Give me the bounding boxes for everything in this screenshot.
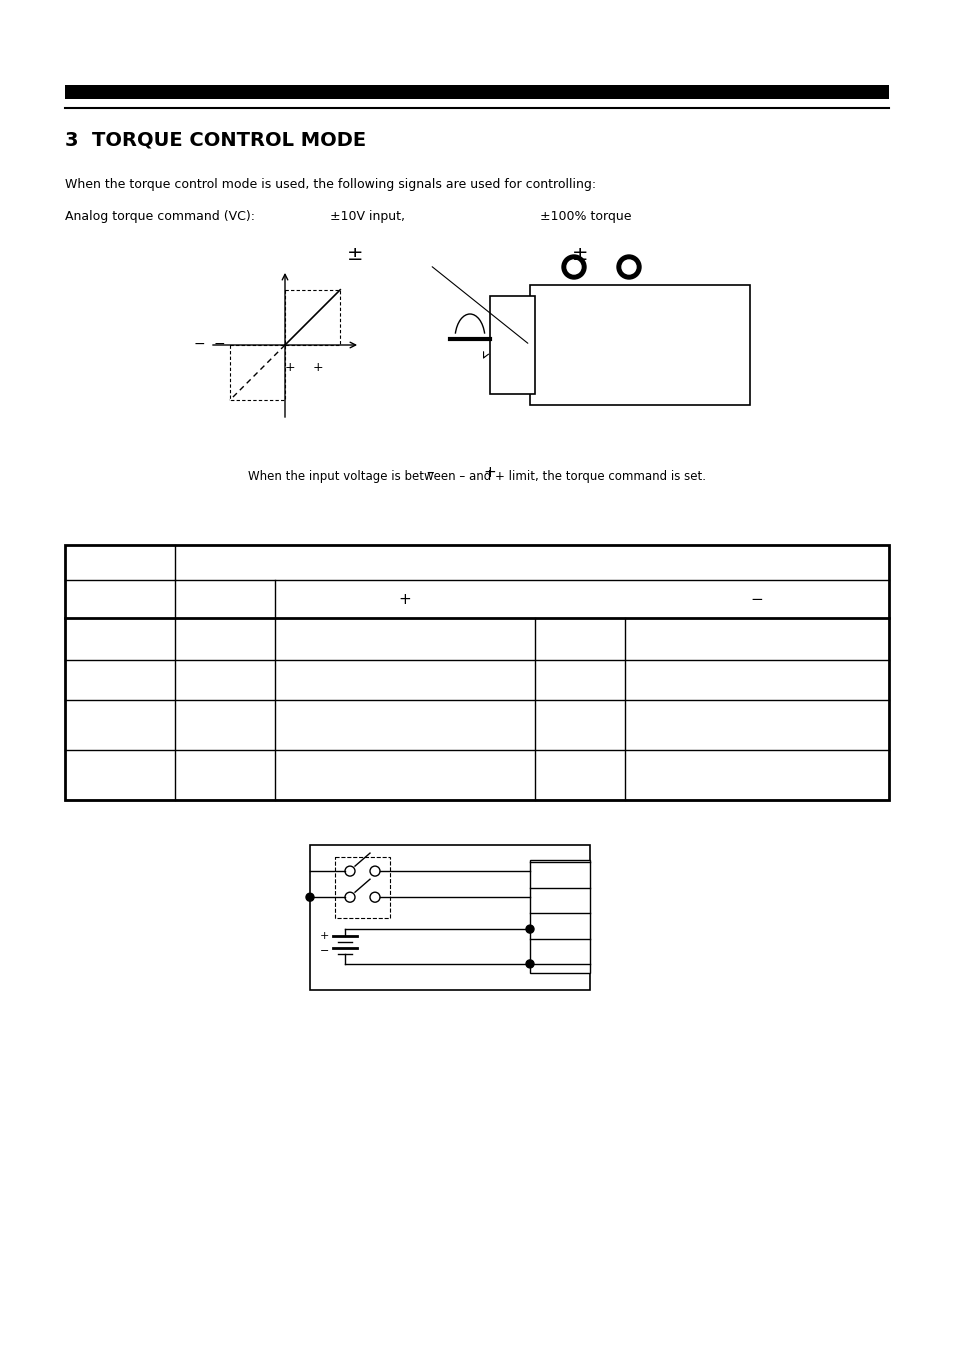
Circle shape (617, 255, 640, 280)
Circle shape (306, 893, 314, 901)
Bar (530, 285, 749, 405)
Text: ±10V input,: ±10V input, (330, 209, 405, 223)
Text: +: + (483, 465, 496, 480)
Circle shape (561, 255, 585, 280)
Text: ±: ± (571, 246, 588, 265)
Circle shape (525, 925, 534, 934)
Bar (65, 544, 888, 800)
Circle shape (621, 259, 636, 274)
Text: ±100% torque: ±100% torque (539, 209, 631, 223)
Text: +: + (319, 931, 329, 940)
Text: +: + (312, 361, 322, 374)
Text: +: + (284, 361, 295, 374)
Bar (310, 844, 589, 990)
Text: 3  TORQUE CONTROL MODE: 3 TORQUE CONTROL MODE (65, 130, 366, 149)
Bar (335, 857, 390, 917)
Text: –: – (426, 465, 434, 480)
Bar (490, 296, 535, 394)
Text: When the input voltage is between – and + limit, the torque command is set.: When the input voltage is between – and … (248, 470, 705, 484)
Text: +: + (398, 592, 411, 607)
Circle shape (566, 259, 580, 274)
Text: −: − (750, 592, 762, 607)
Bar (65, 85, 888, 99)
Text: ±: ± (346, 246, 363, 265)
Text: Analog torque command (VC):: Analog torque command (VC): (65, 209, 254, 223)
Bar (530, 859, 589, 973)
Text: −: − (193, 336, 205, 351)
Text: −: − (319, 946, 329, 955)
Circle shape (525, 961, 534, 967)
Text: When the torque control mode is used, the following signals are used for control: When the torque control mode is used, th… (65, 178, 596, 190)
Text: −: − (213, 336, 225, 351)
